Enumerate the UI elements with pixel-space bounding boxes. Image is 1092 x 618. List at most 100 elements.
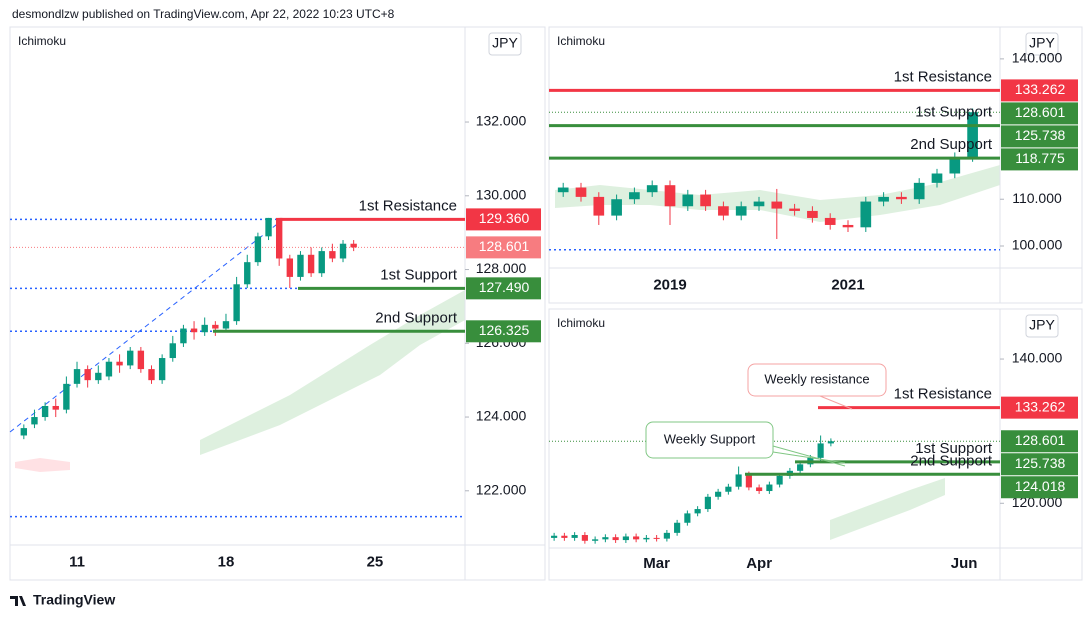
currency-label: JPY [492,35,518,51]
candle-body [745,474,752,488]
candle-body [593,196,605,216]
candle-body [718,206,729,216]
candle-body [817,443,824,458]
y-tick-label: 132.000 [476,113,527,129]
currency-label: JPY [1029,317,1055,333]
candle-body [275,217,283,259]
price-box-label: 125.738 [1015,455,1066,471]
x-tick-label: 11 [69,553,85,570]
x-tick-label: 18 [218,553,235,570]
callout-pointer [819,395,853,410]
candle-body [592,539,599,541]
price-box [1001,125,1078,148]
candle-body [137,350,145,370]
price-box-label: 129.360 [479,210,530,226]
candle-body [318,251,325,274]
candle-body [148,369,155,381]
indicator-label: Ichimoku [18,34,66,48]
candle-body [896,196,907,200]
candle-body [827,441,834,444]
price-box-label: 118.775 [1015,150,1065,166]
candle-body [766,484,773,492]
candle-body [878,196,889,202]
candle-body [127,350,134,366]
ichimoku-cloud [555,165,1000,222]
candle-body [169,343,176,359]
candle-body [682,194,694,207]
callout-pointer [772,445,846,467]
indicator-label: Ichimoku [557,34,605,48]
x-tick-label: 2019 [653,276,686,293]
x-tick-label: Apr [746,555,772,572]
candle-body [63,383,70,410]
x-tick-label: Mar [643,555,670,572]
candle-body [222,321,230,329]
x-tick-label: 25 [367,553,384,570]
y-tick-label: 100.000 [1012,237,1063,253]
indicator-label: Ichimoku [557,316,605,330]
x-tick-label: 2021 [831,276,864,293]
candle-body [664,185,676,207]
level-name: 1st Resistance [359,197,457,214]
trend-line [9,217,286,433]
candle-body [776,475,783,485]
price-box [1001,430,1078,453]
candle-body [653,537,660,539]
candle-body [602,537,609,540]
price-box [1001,396,1078,419]
candle-body [581,535,588,541]
footer-brand: TradingView [33,592,115,608]
candle-body [105,361,113,377]
candle-body [674,522,681,533]
candle-body [633,536,640,540]
candle-body [339,243,347,259]
level-name: 1st Resistance [894,68,992,85]
price-box [1001,79,1078,102]
candle-body [201,324,208,333]
ichimoku-cloud [830,478,945,540]
level-name: 1st Support [915,104,993,121]
price-box [466,208,541,231]
candle-body [725,486,732,492]
candle-body [684,513,691,523]
price-box-label: 128.601 [1015,104,1066,120]
candle-body [557,187,569,193]
panel-frame [548,308,1083,581]
candle-body [31,417,38,425]
candle-body [715,491,722,497]
currency-box [1025,32,1059,56]
candle-body [611,199,622,216]
ichimoku-cloud [15,458,70,472]
candle-body [931,173,943,183]
candle-body [700,194,711,207]
candle-body [265,217,272,237]
candle-body [307,254,315,274]
candle-body [967,112,978,158]
candle-body [190,328,198,333]
callout-pointer [772,451,846,464]
candle-body [297,254,304,277]
price-box [1001,102,1078,125]
price-box-label: 126.325 [479,322,530,338]
price-box-label: 127.490 [479,279,530,295]
callout-text: Weekly Support [664,431,756,446]
candle-body [561,535,568,538]
candle-body [73,369,81,384]
callout-box [645,421,774,459]
candle-body [797,464,804,471]
y-tick-label: 128.000 [476,260,527,276]
level-name: 1st Resistance [894,386,992,403]
candle-body [575,187,587,197]
price-box [466,277,541,300]
candle-body [771,201,783,209]
candle-body [286,258,294,277]
candle-body [663,532,670,539]
candle-body [949,157,961,174]
y-tick-label: 110.000 [1012,190,1062,206]
header-text: desmondlzw published on TradingView.com,… [12,7,395,21]
candle-body [913,182,925,200]
candle-body [789,208,800,211]
callout-text: Weekly resistance [764,371,869,386]
candle-body [842,224,854,228]
